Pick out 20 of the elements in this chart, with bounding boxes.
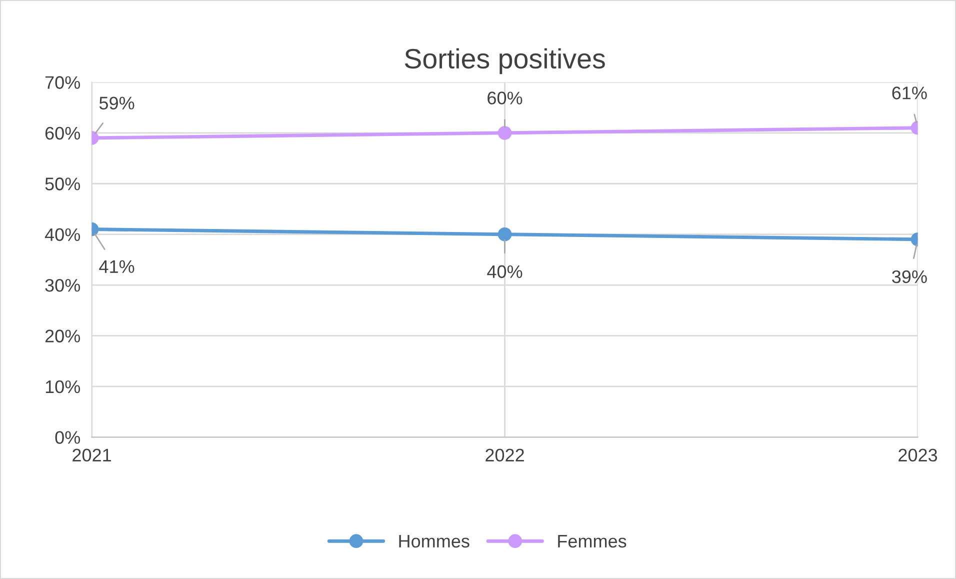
y-tick-label: 30% [45,278,80,292]
y-tick-label: 20% [45,330,80,342]
x-tick-label: 2023 [898,448,938,462]
data-label: 41% [99,260,134,273]
data-label: 40% [487,265,522,278]
data-label: 39% [892,270,927,284]
data-label: 59% [99,96,134,110]
legend-label: Femmes [558,535,626,548]
y-tick-label: 0% [55,431,80,444]
x-tick-label: 2021 [72,448,111,462]
legend-label: Hommes [399,535,470,548]
data-label: 61% [892,86,927,100]
y-tick-label: 60% [45,126,80,140]
data-label: 60% [488,92,522,104]
y-tick-label: 10% [46,380,80,394]
y-tick-label: 70% [45,76,80,89]
y-tick-label: 40% [44,228,80,242]
chart-title: Sorties positives [404,48,605,74]
y-tick-label: 50% [45,178,80,190]
x-tick-label: 2022 [486,448,524,462]
